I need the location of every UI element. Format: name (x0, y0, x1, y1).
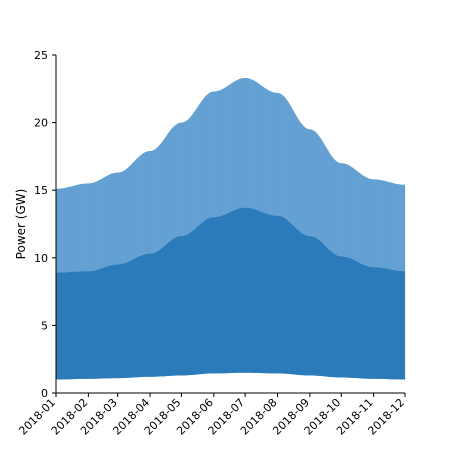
x-ticks: 2018-012018-022018-032018-042018-052018-… (16, 393, 407, 438)
y-tick-label: 0 (41, 387, 48, 400)
y-tick-label: 5 (41, 319, 48, 332)
y-tick-label: 25 (34, 49, 48, 62)
series-area (56, 207, 405, 380)
y-ticks: 0 5 10 15 20 25 (34, 49, 56, 400)
y-tick-label: 20 (34, 117, 48, 130)
y-axis-title: Power (GW) (14, 189, 28, 260)
y-tick-label: 10 (34, 252, 48, 265)
y-tick-label: 15 (34, 184, 48, 197)
plot-area (55, 77, 406, 380)
